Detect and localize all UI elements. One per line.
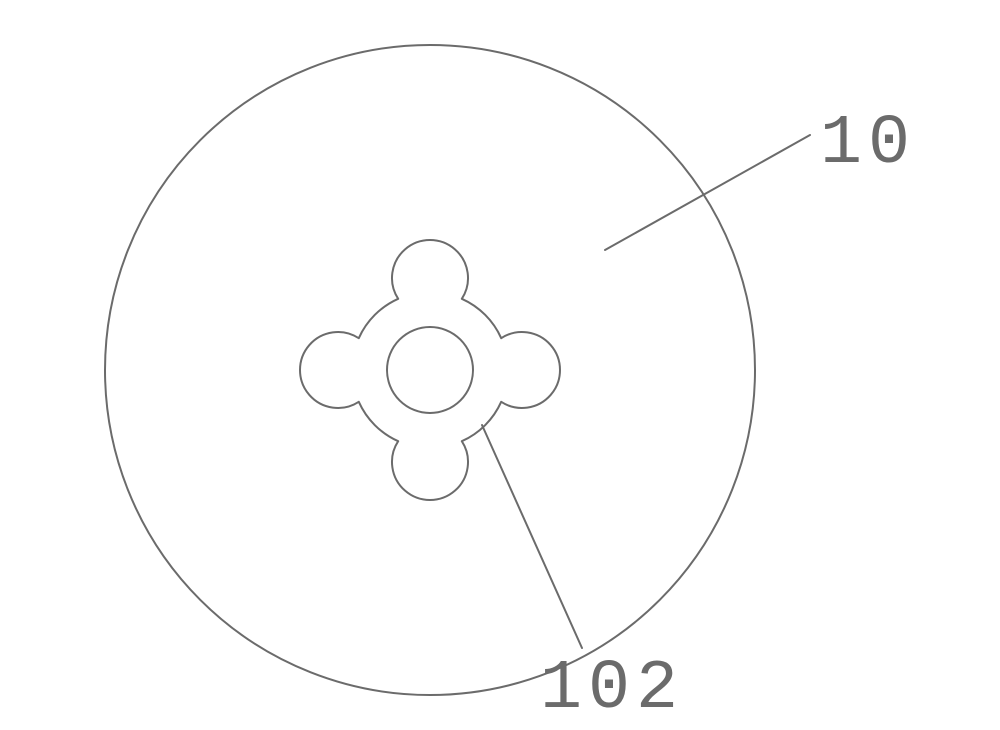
label-102: 102 <box>540 650 684 729</box>
center-hole <box>387 327 473 413</box>
hub-outline <box>300 240 560 500</box>
label-10-leader <box>605 135 810 250</box>
label-10: 10 <box>820 105 916 184</box>
label-102-leader <box>482 425 582 648</box>
outer-circle <box>105 45 755 695</box>
diagram-container: 10 102 <box>0 0 1000 730</box>
